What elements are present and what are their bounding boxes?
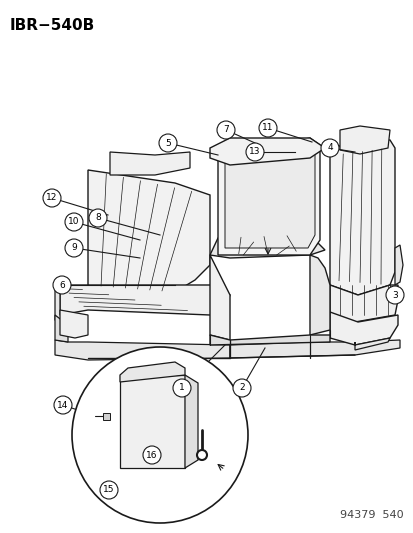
Polygon shape (339, 126, 389, 154)
Polygon shape (329, 138, 394, 295)
Polygon shape (354, 338, 389, 350)
Circle shape (385, 286, 403, 304)
Circle shape (89, 209, 107, 227)
Polygon shape (103, 413, 110, 420)
Polygon shape (209, 255, 230, 340)
Text: 9: 9 (71, 244, 77, 253)
Circle shape (320, 139, 338, 157)
Text: 6: 6 (59, 280, 65, 289)
Circle shape (259, 119, 276, 137)
Circle shape (216, 121, 235, 139)
Polygon shape (218, 138, 319, 255)
Polygon shape (60, 285, 230, 315)
Circle shape (233, 379, 250, 397)
Circle shape (72, 347, 247, 523)
Polygon shape (88, 170, 209, 298)
Circle shape (65, 239, 83, 257)
Polygon shape (209, 138, 324, 165)
Text: 11: 11 (261, 124, 273, 133)
Circle shape (100, 481, 118, 499)
Polygon shape (394, 245, 402, 285)
Polygon shape (224, 145, 314, 248)
Text: 12: 12 (46, 193, 57, 203)
Polygon shape (110, 152, 190, 175)
Polygon shape (60, 310, 88, 338)
Circle shape (65, 213, 83, 231)
Circle shape (197, 450, 206, 460)
Circle shape (173, 379, 190, 397)
Circle shape (245, 143, 263, 161)
Polygon shape (55, 315, 68, 342)
Text: 1: 1 (179, 384, 185, 392)
Text: IBR−540B: IBR−540B (10, 18, 95, 33)
Circle shape (54, 396, 72, 414)
Text: 14: 14 (57, 400, 69, 409)
Polygon shape (120, 375, 185, 468)
Text: 10: 10 (68, 217, 80, 227)
Polygon shape (209, 235, 324, 258)
Text: 8: 8 (95, 214, 101, 222)
Polygon shape (55, 340, 230, 360)
Text: 15: 15 (103, 486, 114, 495)
Text: 2: 2 (239, 384, 244, 392)
Polygon shape (230, 340, 399, 358)
Text: 3: 3 (391, 290, 397, 300)
Text: 13: 13 (249, 148, 260, 157)
Polygon shape (329, 312, 397, 345)
Polygon shape (185, 375, 197, 468)
Text: 5: 5 (165, 139, 171, 148)
Text: 7: 7 (223, 125, 228, 134)
Polygon shape (309, 255, 329, 335)
Polygon shape (120, 362, 185, 382)
Circle shape (159, 134, 177, 152)
Circle shape (142, 446, 161, 464)
Polygon shape (209, 335, 329, 345)
Circle shape (53, 276, 71, 294)
Polygon shape (329, 285, 397, 322)
Text: 4: 4 (326, 143, 332, 152)
Text: 16: 16 (146, 450, 157, 459)
Text: 94379  540: 94379 540 (339, 510, 403, 520)
Circle shape (43, 189, 61, 207)
Polygon shape (55, 285, 68, 325)
